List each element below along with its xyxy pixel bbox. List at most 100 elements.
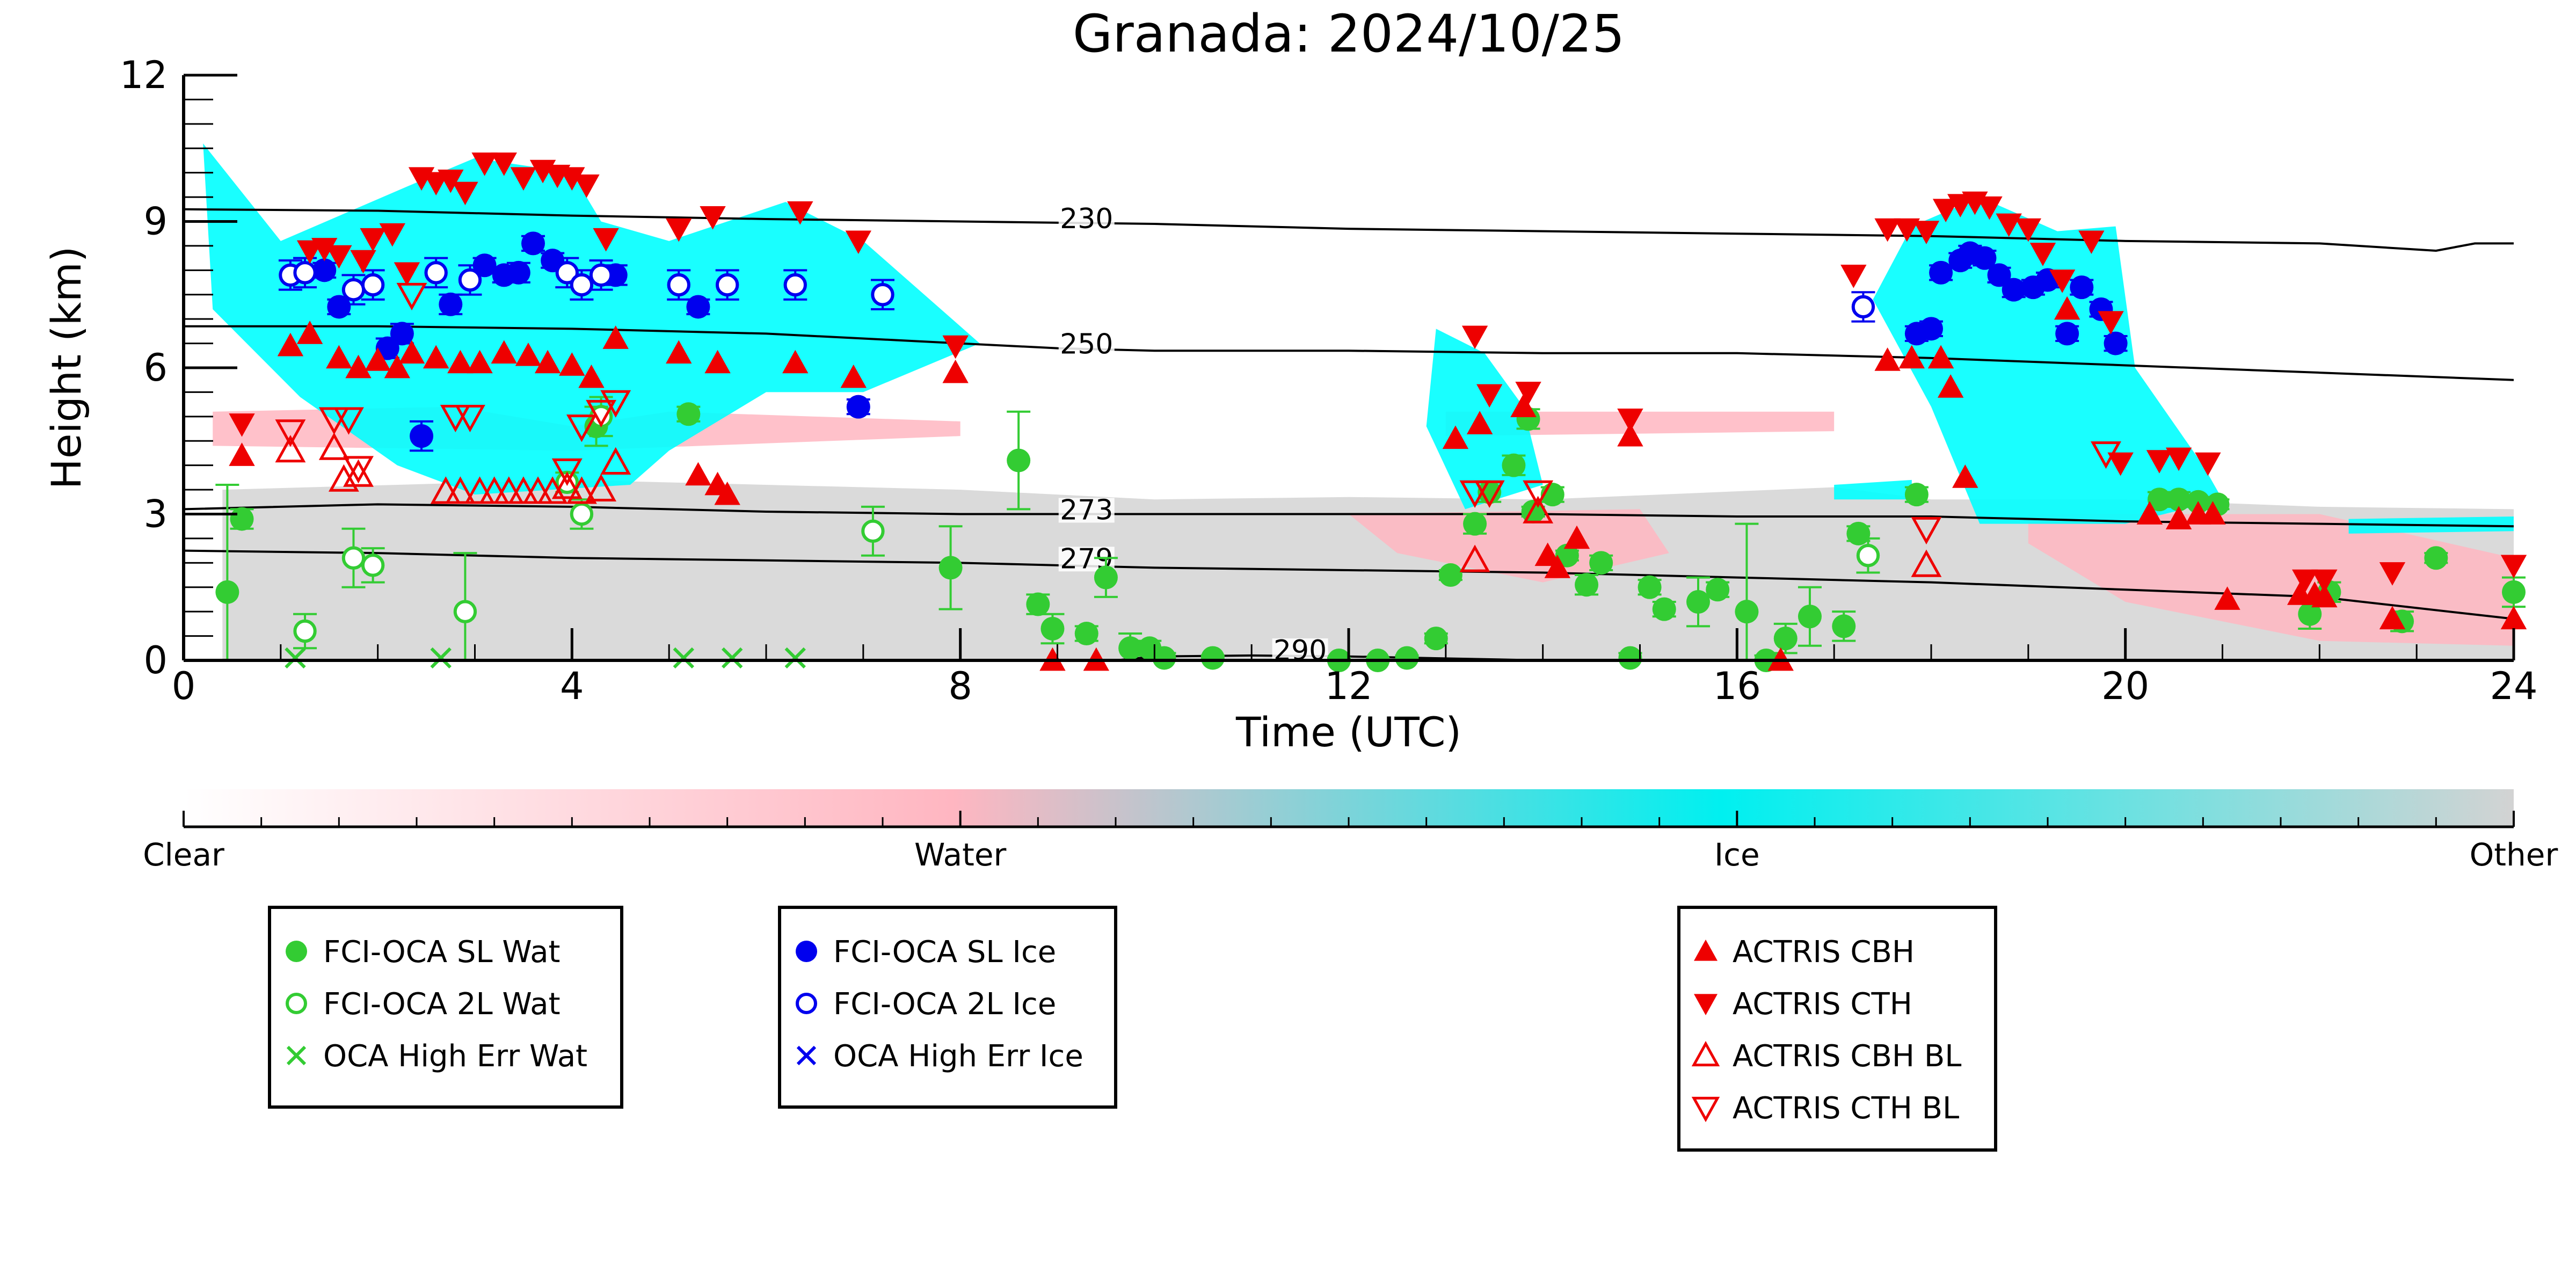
actris-cth-point xyxy=(2311,569,2338,593)
fci-oca-sl-wat-point xyxy=(1152,646,1176,670)
actris-cbh-point xyxy=(2311,584,2338,608)
actris-cbh-point xyxy=(534,350,561,374)
actris-cth-point xyxy=(510,167,537,191)
actris-cbh-point xyxy=(2500,606,2527,630)
x-tick-label: 8 xyxy=(948,664,972,708)
actris-cbh-bl-point xyxy=(522,476,554,504)
actris-cbh-point xyxy=(398,340,425,364)
fci-oca-2l-ice-point xyxy=(361,273,385,297)
fci-oca-sl-wat-point xyxy=(230,507,254,531)
actris-cbh-point xyxy=(423,345,449,369)
contour-line-250 xyxy=(184,325,2514,381)
fci-oca-sl-wat-point xyxy=(2167,487,2191,512)
actris-cbh-bl-point xyxy=(430,476,461,504)
actris-cbh-point xyxy=(2379,606,2406,630)
actris-cth-point xyxy=(1461,325,1488,350)
oca-high-err-wat-point xyxy=(673,647,695,669)
actris-cth-bl-point xyxy=(1911,516,1942,545)
actris-cth-bl-point xyxy=(318,407,350,435)
actris-cbh-point xyxy=(1544,555,1570,578)
actris-cbh-bl-point xyxy=(445,476,476,504)
fci-oca-sl-wat-point xyxy=(2424,546,2448,570)
actris-cth-bl-point xyxy=(551,458,583,486)
actris-cth-bl-point xyxy=(586,399,617,428)
x-tick-label: 12 xyxy=(1325,664,1372,708)
actris-cth-point xyxy=(700,206,726,230)
fci-oca-2l-ice-point xyxy=(458,268,482,292)
actris-cth-bl-point xyxy=(1523,480,1554,508)
legend-label-actris-cbh-bl: ACTRIS CBH BL xyxy=(1733,1039,1961,1074)
actris-cbh-point xyxy=(2165,506,2192,529)
actris-cbh-point xyxy=(2054,296,2080,320)
actris-cbh-point xyxy=(1617,423,1643,447)
actris-cth-point xyxy=(2098,311,2124,334)
actris-cbh-point xyxy=(365,347,391,371)
actris-cth-point xyxy=(2078,230,2105,254)
legend-label-fci-oca-2l-ice: FCI-OCA 2L Ice xyxy=(833,987,1056,1022)
fci-oca-sl-wat-point xyxy=(1007,448,1031,472)
actris-cbh-point xyxy=(447,350,474,374)
legend-marker-actris-cth-bl xyxy=(1691,1096,1720,1123)
fci-oca-sl-wat-point xyxy=(1846,521,1871,545)
actris-cbh-point xyxy=(384,354,411,379)
fci-oca-sl-ice-point xyxy=(686,295,710,319)
fci-oca-2l-ice-point xyxy=(341,278,366,302)
actris-cbh-point xyxy=(229,442,255,466)
fci-oca-2l-wat-point xyxy=(341,546,366,570)
fci-oca-sl-wat-point xyxy=(1555,543,1579,567)
contour-label-bg xyxy=(1058,207,1115,232)
fci-oca-2l-wat-point xyxy=(453,600,477,623)
actris-cth-point xyxy=(1617,409,1643,432)
actris-cbh-bl-point xyxy=(493,476,525,504)
legend-label-fci-oca-sl-wat: FCI-OCA SL Wat xyxy=(323,935,561,970)
actris-cth-point xyxy=(379,223,405,247)
fci-oca-2l-ice-point xyxy=(293,261,317,285)
actris-cbh-point xyxy=(491,340,517,364)
fci-oca-sl-ice-point xyxy=(390,322,414,346)
actris-cth-point xyxy=(787,201,813,225)
actris-cbh-point xyxy=(2136,501,2163,525)
actris-cth-point xyxy=(1996,213,2022,237)
fci-oca-2l-ice-point xyxy=(589,263,613,287)
fci-oca-2l-ice-point xyxy=(424,261,448,285)
fci-oca-sl-wat-point xyxy=(2298,602,2322,626)
fci-oca-sl-ice-point xyxy=(506,260,530,285)
fci-oca-sl-ice-point xyxy=(439,292,463,316)
actris-cbh-bl-point xyxy=(1911,549,1942,577)
actris-cbh-point xyxy=(1510,394,1537,418)
y-axis-label: Height (km) xyxy=(42,246,90,490)
x-tick-label: 0 xyxy=(172,664,196,708)
actris-cth-point xyxy=(1894,218,1920,242)
legend-label-actris-cth-bl: ACTRIS CTH BL xyxy=(1733,1091,1959,1126)
colorbar: Clear Water Ice Other xyxy=(143,789,2558,873)
actris-cth-point xyxy=(350,250,376,274)
fci-oca-sl-wat-point xyxy=(1618,646,1642,670)
fci-oca-sl-wat-point xyxy=(1832,614,1856,638)
fci-oca-sl-wat-point xyxy=(676,402,701,426)
actris-cth-point xyxy=(2292,569,2318,593)
actris-cbh-bl-point xyxy=(508,476,539,504)
actris-cth-point xyxy=(1840,265,1867,288)
y-tick-label: 9 xyxy=(143,200,168,244)
fci-oca-sl-ice-point xyxy=(1919,317,1943,341)
actris-cbh-point xyxy=(1563,525,1590,549)
fci-oca-sl-wat-point xyxy=(1904,483,1929,507)
actris-cbh-bl-point xyxy=(1459,544,1490,572)
x-axis-label: Time (UTC) xyxy=(1235,708,1461,756)
fci-oca-sl-ice-point xyxy=(521,231,545,256)
actris-cth-point xyxy=(471,152,498,176)
fci-oca-sl-ice-point xyxy=(846,395,870,419)
actris-cbh-bl-point xyxy=(586,474,617,501)
fci-oca-sl-ice-point xyxy=(2055,322,2079,346)
actris-cbh-point xyxy=(2200,501,2226,525)
actris-cth-point xyxy=(942,335,969,359)
oca-high-err-wat-point xyxy=(285,647,306,669)
actris-cth-bl-point xyxy=(455,404,485,433)
y-tick-label: 0 xyxy=(143,638,168,682)
contour-label: 273 xyxy=(1060,494,1113,527)
fci-oca-sl-wat-point xyxy=(1438,563,1462,587)
actris-cth-point xyxy=(1874,218,1901,242)
actris-cbh-point xyxy=(345,354,372,379)
actris-cth-bl-point xyxy=(440,404,471,433)
data-markers xyxy=(215,152,2527,672)
